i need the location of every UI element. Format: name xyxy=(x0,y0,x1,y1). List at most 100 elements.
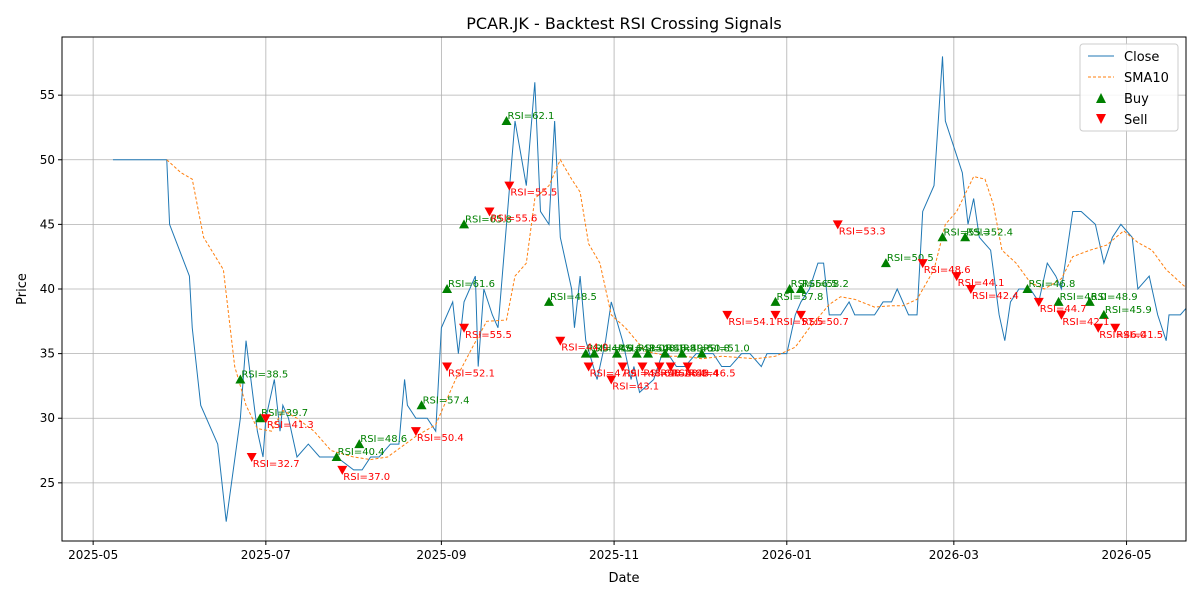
sell-rsi-label: RSI=37.0 xyxy=(343,472,390,483)
buy-rsi-label: RSI=38.5 xyxy=(241,369,288,380)
y-tick-label: 55 xyxy=(40,88,55,102)
sell-rsi-label: RSI=44.7 xyxy=(1040,304,1087,315)
legend-buy-marker xyxy=(1096,93,1106,103)
buy-rsi-label: RSI=46.6 xyxy=(595,344,642,355)
buy-marker xyxy=(543,296,554,306)
buy-rsi-label: RSI=46.0 xyxy=(1060,292,1107,303)
sell-rsi-label: RSI=48.6 xyxy=(924,265,971,276)
buy-marker xyxy=(1084,296,1095,306)
buy-rsi-label: RSI=56.5 xyxy=(791,279,838,290)
sell-marker xyxy=(555,336,566,346)
buy-marker xyxy=(235,374,246,384)
buy-rsi-label: RSI=48.1 xyxy=(638,344,685,355)
legend-sell-label: Sell xyxy=(1124,113,1147,128)
sell-marker xyxy=(965,285,976,294)
sell-rsi-label: RSI=57.5 xyxy=(776,317,823,328)
sell-marker xyxy=(1093,323,1104,333)
buy-marker xyxy=(501,116,512,125)
sell-marker xyxy=(504,181,515,191)
legend-sma10-label: SMA10 xyxy=(1124,71,1169,86)
buy-marker xyxy=(677,348,688,358)
plot-series xyxy=(112,56,1186,522)
x-tick-label: 2026-01 xyxy=(762,548,812,562)
legend: Close SMA10 Buy Sell xyxy=(1079,43,1179,132)
sell-rsi-label: RSI=55.5 xyxy=(510,188,557,199)
buy-rsi-label: RSI=50.5 xyxy=(887,253,934,264)
sell-marker xyxy=(1110,323,1121,333)
sell-rsi-label: RSI=46.0 xyxy=(1099,330,1146,341)
sell-marker xyxy=(583,362,594,372)
buy-marker xyxy=(631,348,642,358)
sell-rsi-label: RSI=48.2 xyxy=(643,369,690,380)
buy-rsi-label: RSI=46.8 xyxy=(1028,279,1075,290)
sell-rsi-label: RSI=41.5 xyxy=(1116,330,1163,341)
buy-marker xyxy=(1022,284,1033,293)
sell-rsi-label: RSI=43.1 xyxy=(612,381,659,392)
grid-lines xyxy=(62,37,1186,541)
sell-marker xyxy=(459,323,470,333)
buy-rsi-label: RSI=55.3 xyxy=(944,227,991,238)
y-tick-label: 35 xyxy=(40,347,55,361)
x-axis-ticks: 2025-05 2025-07 2025-09 2025-11 2026-01 2026-… xyxy=(68,541,1152,562)
sell-marker xyxy=(1056,310,1067,320)
buy-rsi-label: RSI=65.8 xyxy=(465,214,512,225)
y-tick-label: 50 xyxy=(40,153,55,167)
buy-marker xyxy=(459,219,470,229)
buy-marker xyxy=(880,258,891,268)
sell-marker xyxy=(606,375,617,385)
buy-rsi-label: RSI=58.2 xyxy=(802,279,849,290)
buy-marker xyxy=(795,284,806,293)
sell-rsi-label: RSI=41.3 xyxy=(267,420,314,431)
buy-marker xyxy=(660,348,671,358)
sell-marker xyxy=(770,310,781,320)
sell-marker xyxy=(682,362,693,372)
buy-rsi-label: RSI=57.8 xyxy=(776,292,823,303)
sell-marker xyxy=(617,362,628,372)
sell-rsi-label: RSI=53.3 xyxy=(839,226,886,237)
sma10-series-line xyxy=(166,158,1186,461)
sell-marker xyxy=(795,310,806,320)
sell-rsi-label: RSI=52.1 xyxy=(448,369,495,380)
buy-rsi-label: RSI=39.7 xyxy=(261,408,308,419)
x-axis-label: Date xyxy=(608,571,639,586)
x-tick-label: 2026-03 xyxy=(929,548,979,562)
sell-rsi-label: RSI=48.0 xyxy=(660,369,707,380)
buy-rsi-label: RSI=48.9 xyxy=(1091,292,1138,303)
buy-rsi-label: RSI=48.5 xyxy=(550,292,597,303)
sell-marker xyxy=(722,310,733,320)
buy-marker xyxy=(770,296,781,306)
sell-rsi-label: RSI=42.1 xyxy=(1062,317,1109,328)
sell-rsi-label: RSI=55.5 xyxy=(465,330,512,341)
sell-rsi-label: RSI=32.7 xyxy=(253,459,300,470)
buy-marker xyxy=(643,348,654,358)
x-tick-label: 2025-11 xyxy=(589,548,639,562)
sell-rsi-label: RSI=44.1 xyxy=(958,278,1005,289)
sell-marker xyxy=(951,272,962,282)
sell-marker xyxy=(260,414,271,424)
buy-rsi-label: RSI=61.6 xyxy=(448,279,495,290)
sell-rsi-label: RSI=48.6 xyxy=(624,369,671,380)
buy-rsi-label: RSI=51.0 xyxy=(703,344,750,355)
sell-marker xyxy=(246,453,257,462)
x-tick-label: 2025-09 xyxy=(416,548,466,562)
sell-marker xyxy=(442,362,453,372)
buy-marker xyxy=(960,232,971,242)
sell-marker xyxy=(337,465,348,475)
sell-marker xyxy=(484,207,495,217)
buy-marker xyxy=(255,413,266,423)
x-tick-label: 2026-05 xyxy=(1101,548,1151,562)
buy-marker xyxy=(580,348,591,358)
close-series-line xyxy=(112,56,1186,522)
y-tick-label: 45 xyxy=(40,217,55,231)
buy-rsi-label: RSI=49.6 xyxy=(666,344,713,355)
buy-rsi-label: RSI=57.4 xyxy=(423,395,470,406)
sell-marker xyxy=(637,362,648,372)
buy-marker xyxy=(696,348,707,358)
buy-marker xyxy=(1053,296,1064,306)
sell-rsi-label: RSI=54.1 xyxy=(728,317,775,328)
buy-marker xyxy=(1098,309,1109,319)
y-tick-label: 25 xyxy=(40,476,55,490)
buy-marker xyxy=(611,348,622,358)
